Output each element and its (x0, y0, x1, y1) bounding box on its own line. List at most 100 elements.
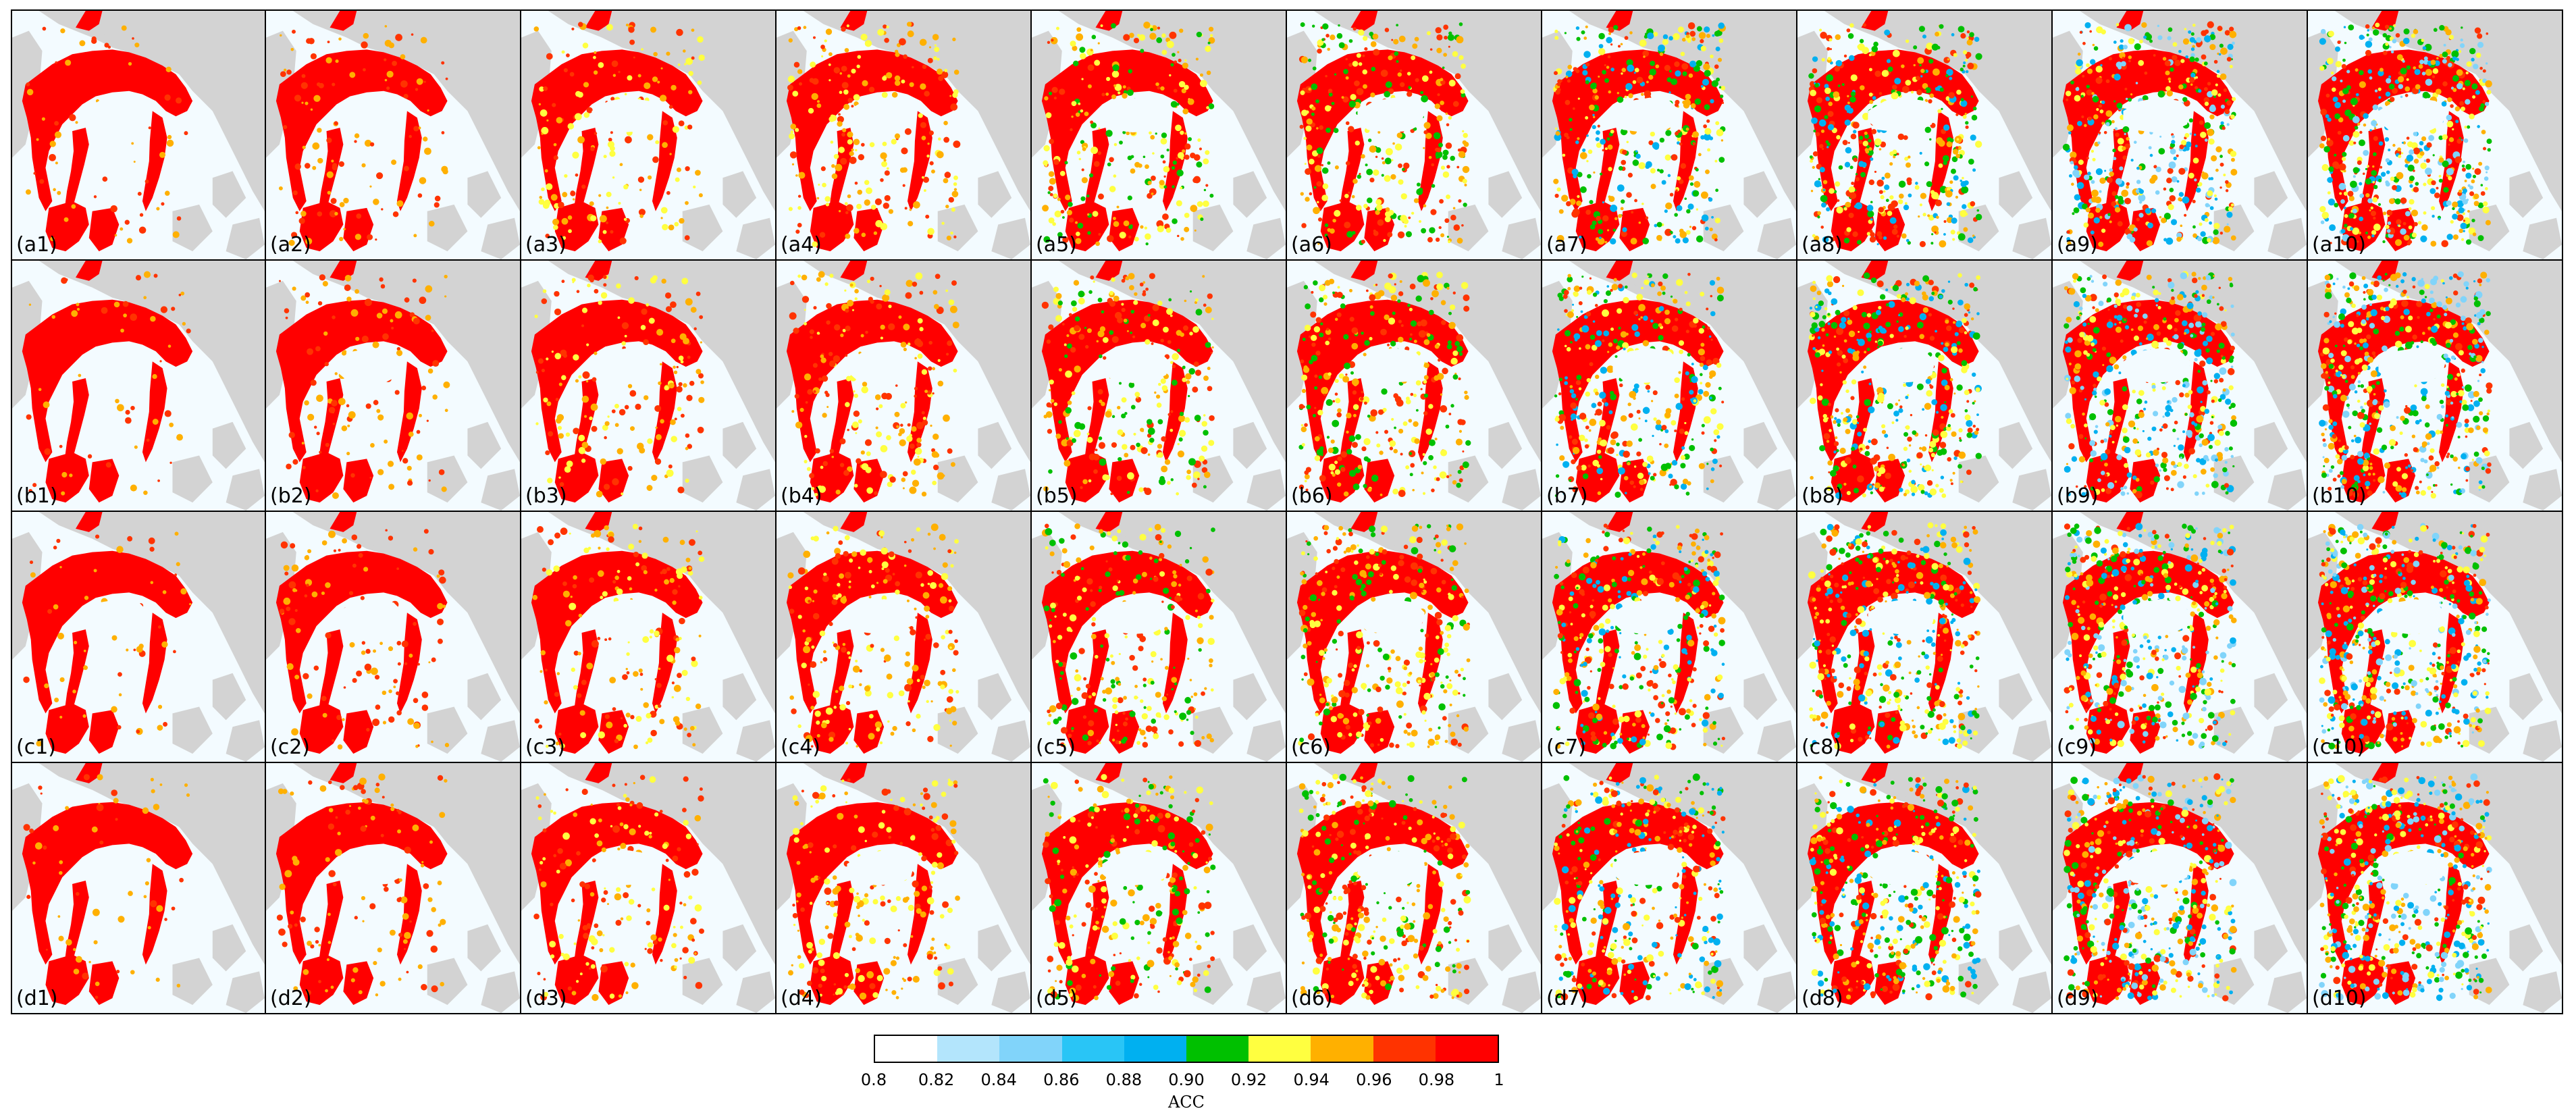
acc-speckle (1111, 442, 1118, 448)
acc-speckle (1049, 138, 1055, 145)
acc-speckle (1600, 439, 1608, 447)
acc-speckle (294, 95, 302, 102)
acc-speckle (1935, 86, 1939, 91)
acc-map (266, 261, 520, 511)
acc-speckle (392, 211, 399, 217)
acc-speckle (2378, 141, 2384, 146)
acc-speckle (1435, 151, 1443, 159)
acc-speckle (1673, 235, 1677, 239)
high-acc-region (554, 452, 599, 503)
acc-speckle (1405, 465, 1410, 470)
acc-speckle (2215, 83, 2218, 86)
acc-speckle (598, 194, 602, 197)
acc-speckle (1178, 415, 1186, 423)
acc-speckle (2230, 114, 2235, 120)
acc-speckle (384, 58, 387, 61)
acc-speckle (1598, 229, 1604, 234)
acc-speckle (1370, 311, 1375, 316)
acc-speckle (1626, 59, 1633, 66)
acc-speckle (1461, 93, 1466, 98)
acc-speckle (2411, 209, 2419, 217)
acc-speckle (284, 308, 290, 313)
pole-hole (1357, 348, 1425, 384)
acc-speckle (367, 234, 373, 240)
acc-speckle (280, 34, 282, 37)
acc-speckle (1399, 69, 1402, 72)
acc-map (266, 11, 520, 259)
acc-speckle (1622, 440, 1629, 447)
acc-speckle (101, 307, 108, 314)
acc-speckle (1881, 70, 1889, 77)
acc-speckle (1868, 138, 1872, 142)
acc-speckle (1559, 455, 1565, 461)
acc-speckle (1687, 353, 1691, 357)
acc-speckle (835, 489, 841, 495)
acc-speckle (2350, 180, 2357, 188)
high-acc-region (343, 459, 374, 503)
acc-speckle (2184, 213, 2187, 217)
acc-speckle (1209, 415, 1215, 421)
acc-speckle (1410, 392, 1414, 396)
acc-speckle (1116, 205, 1120, 209)
pole-hole (82, 97, 149, 133)
acc-speckle (1398, 490, 1406, 498)
acc-speckle (2219, 43, 2224, 48)
acc-speckle (868, 86, 875, 93)
acc-speckle (1942, 155, 1949, 162)
acc-speckle (1358, 29, 1365, 36)
acc-speckle (1409, 473, 1413, 477)
acc-speckle (903, 323, 910, 331)
acc-speckle (2464, 180, 2467, 182)
acc-speckle (1438, 359, 1441, 362)
acc-speckle (1434, 375, 1440, 381)
acc-speckle (2422, 91, 2429, 99)
acc-speckle (1420, 319, 1427, 327)
acc-speckle (847, 299, 854, 307)
acc-speckle (1584, 444, 1589, 449)
acc-speckle (1134, 292, 1138, 296)
acc-speckle (1114, 84, 1122, 91)
land-mass (978, 421, 1012, 469)
acc-speckle (1059, 88, 1066, 95)
acc-speckle (537, 358, 544, 364)
acc-speckle (1179, 411, 1184, 417)
acc-speckle (1351, 194, 1355, 199)
acc-speckle (2409, 184, 2413, 188)
acc-speckle (1972, 234, 1975, 237)
acc-speckle (1641, 286, 1644, 290)
acc-speckle (2178, 197, 2182, 202)
acc-speckle (2179, 145, 2184, 149)
acc-speckle (2408, 240, 2413, 244)
acc-speckle (1365, 163, 1368, 167)
acc-speckle (830, 140, 834, 144)
acc-speckle (1331, 101, 1335, 105)
acc-speckle (2319, 66, 2325, 71)
acc-speckle (2462, 212, 2466, 215)
acc-speckle (354, 140, 357, 143)
acc-speckle (866, 487, 874, 494)
acc-speckle (1323, 393, 1326, 396)
acc-speckle (845, 211, 849, 215)
acc-speckle (621, 322, 629, 330)
acc-speckle (2446, 167, 2454, 176)
acc-speckle (2359, 216, 2364, 222)
acc-speckle (1425, 428, 1432, 435)
acc-speckle (1847, 95, 1849, 98)
acc-speckle (1143, 22, 1151, 29)
acc-speckle (1577, 194, 1580, 199)
acc-speckle (1126, 330, 1129, 332)
acc-speckle (857, 189, 863, 195)
acc-speckle (1172, 364, 1176, 369)
acc-speckle (594, 51, 597, 54)
acc-speckle (1938, 163, 1943, 168)
acc-speckle (793, 328, 799, 334)
acc-speckle (561, 217, 569, 225)
acc-speckle (1573, 333, 1581, 340)
map-panel-a7: (a7) (1542, 9, 1797, 261)
acc-speckle (1943, 160, 1948, 165)
acc-speckle (1603, 298, 1608, 304)
acc-speckle (1048, 171, 1055, 178)
land-mass (1233, 171, 1267, 218)
acc-speckle (535, 371, 539, 374)
acc-speckle (2335, 61, 2342, 68)
